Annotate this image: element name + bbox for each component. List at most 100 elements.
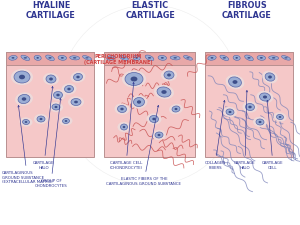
- Ellipse shape: [122, 70, 146, 88]
- Ellipse shape: [148, 57, 151, 59]
- Ellipse shape: [25, 121, 27, 123]
- Ellipse shape: [62, 119, 70, 124]
- Text: ELASTIC FIBERS OF THE
CARTILAGINOUS GROUND SUBSTANCE: ELASTIC FIBERS OF THE CARTILAGINOUS GROU…: [106, 106, 182, 186]
- Ellipse shape: [164, 71, 174, 79]
- Ellipse shape: [245, 55, 253, 61]
- Ellipse shape: [223, 107, 237, 117]
- Ellipse shape: [257, 55, 266, 60]
- Ellipse shape: [76, 76, 80, 78]
- Ellipse shape: [262, 71, 278, 83]
- Ellipse shape: [137, 100, 141, 104]
- Ellipse shape: [161, 69, 177, 81]
- Ellipse shape: [135, 57, 138, 59]
- Ellipse shape: [279, 116, 281, 118]
- Ellipse shape: [220, 55, 229, 61]
- Text: CARTILAGE CELL
(CHONDROCYTE): CARTILAGE CELL (CHONDROCYTE): [110, 83, 142, 170]
- Ellipse shape: [70, 71, 86, 83]
- Ellipse shape: [169, 104, 183, 114]
- Ellipse shape: [184, 56, 193, 60]
- Ellipse shape: [68, 96, 84, 108]
- Ellipse shape: [269, 56, 279, 60]
- Ellipse shape: [223, 57, 226, 58]
- Ellipse shape: [161, 90, 167, 94]
- Ellipse shape: [233, 55, 240, 60]
- Ellipse shape: [20, 117, 32, 127]
- Ellipse shape: [229, 111, 232, 113]
- Ellipse shape: [272, 57, 275, 58]
- Ellipse shape: [15, 92, 33, 106]
- Ellipse shape: [123, 126, 125, 128]
- Text: PERICHONDRIUM
(CARTILAGE MEMBRANE): PERICHONDRIUM (CARTILAGE MEMBRANE): [84, 54, 152, 65]
- Ellipse shape: [11, 57, 14, 59]
- Ellipse shape: [46, 75, 56, 83]
- Ellipse shape: [18, 94, 30, 104]
- Ellipse shape: [64, 86, 74, 92]
- Ellipse shape: [145, 55, 154, 61]
- Ellipse shape: [256, 119, 264, 125]
- Ellipse shape: [245, 104, 254, 110]
- Ellipse shape: [74, 101, 78, 103]
- Ellipse shape: [155, 132, 163, 138]
- Ellipse shape: [55, 106, 58, 108]
- Ellipse shape: [110, 57, 112, 59]
- Ellipse shape: [48, 57, 52, 59]
- Ellipse shape: [229, 77, 242, 87]
- Ellipse shape: [61, 57, 64, 59]
- Ellipse shape: [58, 55, 67, 60]
- Ellipse shape: [74, 74, 82, 81]
- Ellipse shape: [208, 56, 216, 60]
- Ellipse shape: [158, 55, 166, 60]
- Bar: [205, 52, 293, 157]
- Ellipse shape: [154, 85, 174, 99]
- Ellipse shape: [56, 94, 60, 96]
- Ellipse shape: [248, 57, 250, 59]
- Ellipse shape: [256, 91, 273, 103]
- Ellipse shape: [107, 56, 115, 60]
- Ellipse shape: [73, 57, 76, 58]
- Ellipse shape: [82, 56, 91, 60]
- Ellipse shape: [260, 93, 271, 101]
- Ellipse shape: [118, 106, 127, 112]
- Text: CARTILAGE
HALO: CARTILAGE HALO: [33, 86, 55, 170]
- Bar: [205, 52, 293, 65]
- Ellipse shape: [52, 104, 60, 110]
- Bar: [104, 52, 195, 157]
- Text: HYALINE
CARTILAGE: HYALINE CARTILAGE: [26, 1, 76, 20]
- Ellipse shape: [157, 87, 171, 97]
- Ellipse shape: [50, 89, 65, 101]
- Ellipse shape: [40, 118, 43, 120]
- Ellipse shape: [265, 73, 275, 81]
- Ellipse shape: [49, 102, 63, 112]
- Ellipse shape: [24, 57, 27, 58]
- Ellipse shape: [43, 73, 59, 85]
- Ellipse shape: [242, 101, 257, 113]
- Ellipse shape: [146, 113, 161, 125]
- Text: CARTILAGE
HALO: CARTILAGE HALO: [234, 90, 256, 170]
- Ellipse shape: [118, 122, 130, 132]
- Ellipse shape: [284, 57, 288, 58]
- Ellipse shape: [236, 57, 238, 59]
- Ellipse shape: [71, 99, 81, 106]
- Ellipse shape: [260, 57, 263, 59]
- Ellipse shape: [167, 74, 171, 76]
- Ellipse shape: [119, 55, 128, 61]
- Ellipse shape: [125, 72, 143, 86]
- Ellipse shape: [268, 75, 272, 79]
- Bar: [6, 52, 94, 157]
- Ellipse shape: [11, 69, 33, 85]
- Ellipse shape: [211, 57, 214, 59]
- Ellipse shape: [274, 112, 286, 122]
- Ellipse shape: [175, 108, 178, 110]
- Ellipse shape: [259, 121, 262, 123]
- Ellipse shape: [152, 118, 156, 120]
- Ellipse shape: [172, 106, 180, 112]
- Ellipse shape: [22, 119, 29, 124]
- Ellipse shape: [173, 57, 177, 58]
- Ellipse shape: [9, 56, 17, 60]
- Text: GROUP OF
CHONDROCYTES: GROUP OF CHONDROCYTES: [34, 99, 68, 188]
- Ellipse shape: [85, 57, 89, 58]
- Bar: [104, 52, 195, 65]
- Ellipse shape: [130, 76, 137, 81]
- Ellipse shape: [281, 56, 290, 60]
- Ellipse shape: [67, 88, 71, 90]
